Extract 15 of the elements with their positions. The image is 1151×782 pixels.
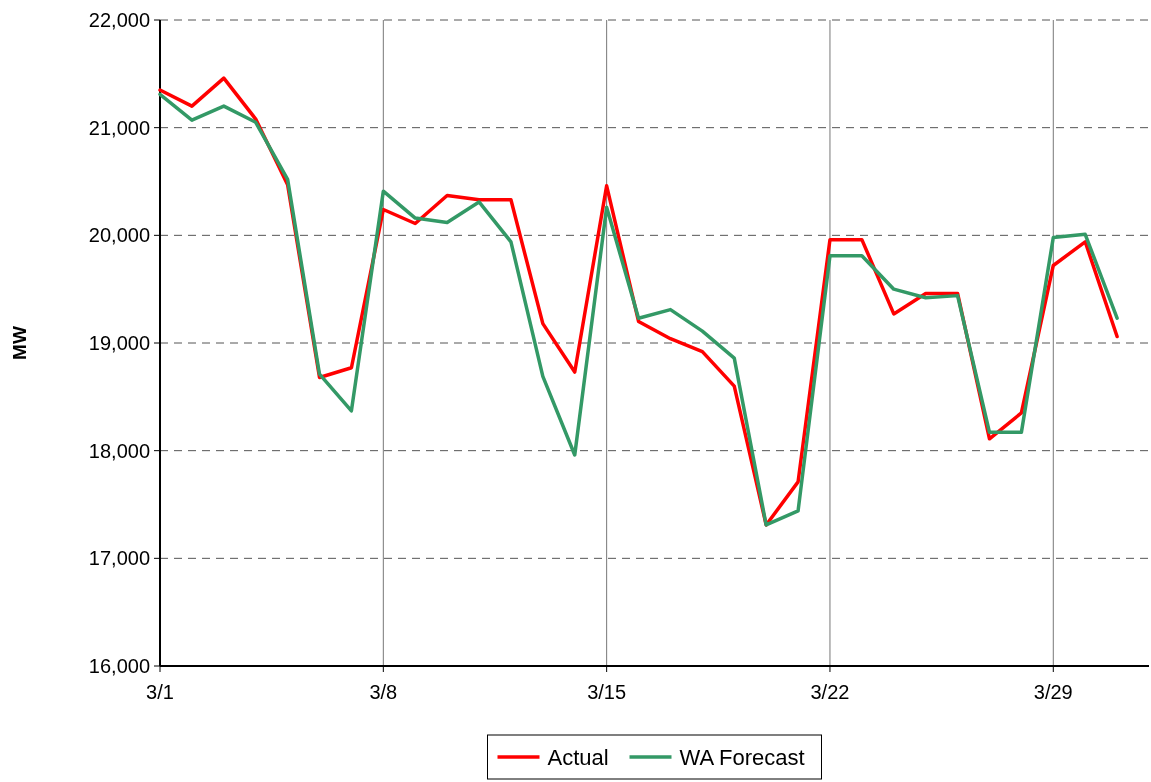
y-tick-label: 17,000 (88, 547, 150, 570)
x-tick-label: 3/8 (369, 681, 398, 703)
y-tick-label: 18,000 (88, 439, 150, 462)
y-tick-label: 22,000 (88, 9, 150, 31)
x-tick-label: 3/15 (587, 681, 627, 703)
y-tick-label: 16,000 (88, 655, 150, 677)
x-tick-label: 3/29 (1033, 681, 1073, 703)
legend-label: Actual (547, 744, 609, 770)
y-tick-label: 20,000 (88, 224, 150, 247)
y-axis-title: MW (9, 326, 30, 360)
y-tick-label: 19,000 (88, 332, 150, 354)
x-tick-label: 3/1 (146, 681, 174, 703)
legend-label: WA Forecast (679, 744, 805, 770)
x-tick-label: 3/22 (810, 681, 850, 703)
y-tick-label: 21,000 (88, 116, 150, 139)
